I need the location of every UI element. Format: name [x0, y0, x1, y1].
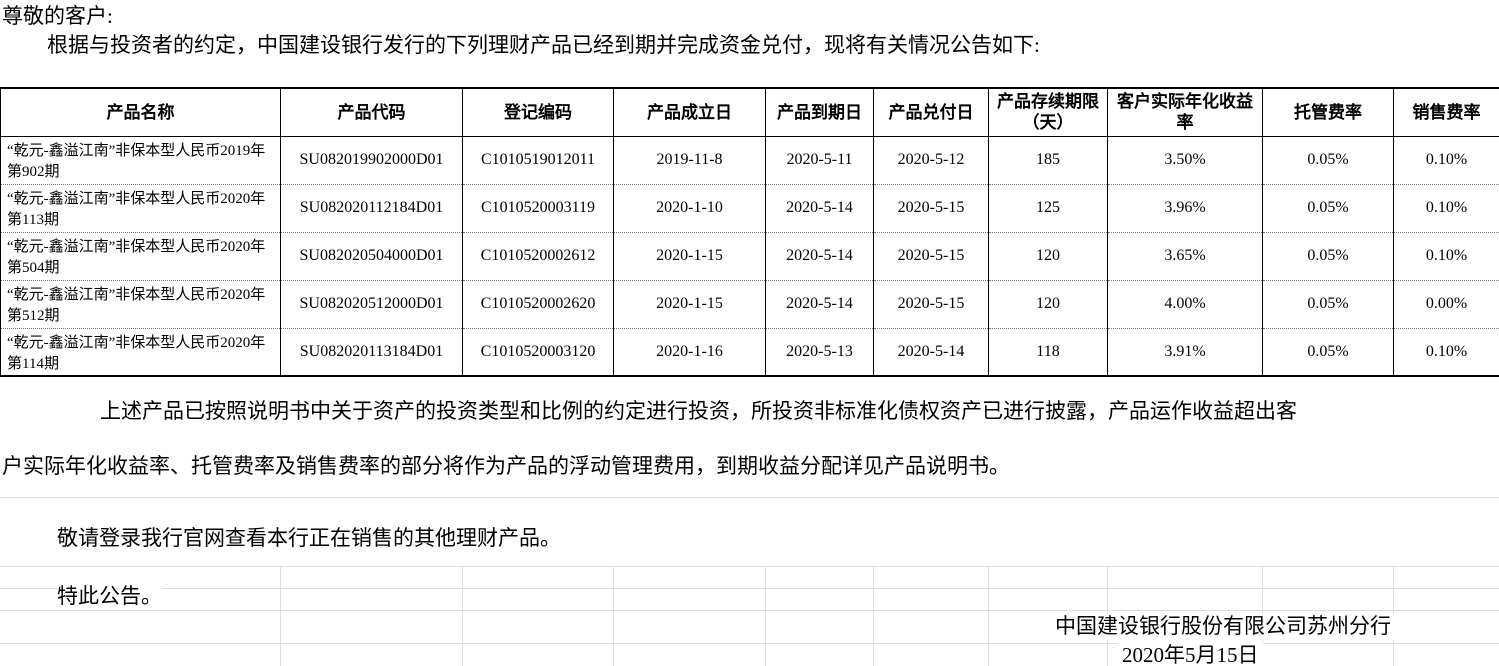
other-products-note: 敬请登录我行官网查看本行正在销售的其他理财产品。: [57, 525, 561, 551]
cell-custody-fee: 0.05%: [1262, 232, 1394, 281]
cell-annualized-yield: 3.65%: [1107, 232, 1263, 281]
cell-product-name: “乾元-鑫溢江南”非保本型人民币2020年第113期: [0, 184, 281, 233]
gridline-vertical: [280, 566, 281, 666]
cell-annualized-yield: 3.96%: [1107, 184, 1263, 233]
cell-payment-date: 2020-5-15: [873, 232, 989, 281]
table-row: “乾元-鑫溢江南”非保本型人民币2020年第504期 SU082020504000…: [0, 232, 1499, 281]
table-body: “乾元-鑫溢江南”非保本型人民币2019年第902期 SU082019902000…: [0, 136, 1499, 377]
cell-product-name: “乾元-鑫溢江南”非保本型人民币2020年第114期: [0, 328, 281, 377]
cell-registration-code: C1010520003119: [462, 184, 614, 233]
column-header-product-code: 产品代码: [280, 87, 463, 137]
cell-product-name: “乾元-鑫溢江南”非保本型人民币2020年第512期: [0, 280, 281, 329]
cell-maturity-date: 2020-5-13: [765, 328, 874, 377]
cell-maturity-date: 2020-5-11: [765, 136, 874, 185]
cell-registration-code: C1010519012011: [462, 136, 614, 185]
cell-product-code: SU082020112184D01: [280, 184, 463, 233]
column-header-sales-fee: 销售费率: [1393, 87, 1499, 137]
gridline-vertical: [462, 566, 463, 666]
gridline-vertical: [765, 566, 766, 666]
column-header-payment-date: 产品兑付日: [873, 87, 989, 137]
cell-maturity-date: 2020-5-14: [765, 232, 874, 281]
cell-registration-code: C1010520002620: [462, 280, 614, 329]
products-table: 产品名称 产品代码 登记编码 产品成立日 产品到期日 产品兑付日 产品存续期限（天） 客户实际…: [0, 87, 1499, 377]
gridline-horizontal: [0, 497, 1499, 498]
gridline-vertical: [613, 566, 614, 666]
cell-registration-code: C1010520002612: [462, 232, 614, 281]
cell-duration-days: 118: [988, 328, 1108, 377]
cell-product-code: SU082020113184D01: [280, 328, 463, 377]
cell-payment-date: 2020-5-12: [873, 136, 989, 185]
cell-product-code: SU082020504000D01: [280, 232, 463, 281]
cell-annualized-yield: 3.91%: [1107, 328, 1263, 377]
cell-product-code: SU082020512000D01: [280, 280, 463, 329]
cell-duration-days: 185: [988, 136, 1108, 185]
cell-product-name: “乾元-鑫溢江南”非保本型人民币2020年第504期: [0, 232, 281, 281]
cell-sales-fee: 0.10%: [1393, 328, 1499, 377]
cell-sales-fee: 0.00%: [1393, 280, 1499, 329]
column-header-established-date: 产品成立日: [613, 87, 766, 137]
greeting-line: 尊敬的客户:: [2, 3, 113, 29]
column-header-registration-code: 登记编码: [462, 87, 614, 137]
cell-annualized-yield: 4.00%: [1107, 280, 1263, 329]
cell-product-name: “乾元-鑫溢江南”非保本型人民币2019年第902期: [0, 136, 281, 185]
cell-established-date: 2020-1-10: [613, 184, 766, 233]
column-header-product-name: 产品名称: [0, 87, 281, 137]
cell-maturity-date: 2020-5-14: [765, 280, 874, 329]
gridline-horizontal: [0, 610, 1499, 611]
cell-sales-fee: 0.10%: [1393, 232, 1499, 281]
cell-registration-code: C1010520003120: [462, 328, 614, 377]
column-header-annualized-yield: 客户实际年化收益率: [1107, 87, 1263, 137]
cell-established-date: 2020-1-15: [613, 232, 766, 281]
cell-established-date: 2020-1-16: [613, 328, 766, 377]
cell-product-code: SU082019902000D01: [280, 136, 463, 185]
cell-sales-fee: 0.10%: [1393, 184, 1499, 233]
body-paragraph-line-1: 上述产品已按照说明书中关于资产的投资类型和比例的约定进行投资，所投资非标准化债权…: [100, 398, 1297, 424]
table-row: “乾元-鑫溢江南”非保本型人民币2020年第512期 SU082020512000…: [0, 280, 1499, 329]
cell-maturity-date: 2020-5-14: [765, 184, 874, 233]
issuer-signature: 中国建设银行股份有限公司苏州分行: [1051, 613, 1395, 640]
gridline-horizontal: [0, 588, 1499, 589]
column-header-maturity-date: 产品到期日: [765, 87, 874, 137]
cell-payment-date: 2020-5-15: [873, 280, 989, 329]
cell-established-date: 2019-11-8: [613, 136, 766, 185]
cell-payment-date: 2020-5-14: [873, 328, 989, 377]
table-row: “乾元-鑫溢江南”非保本型人民币2019年第902期 SU082019902000…: [0, 136, 1499, 185]
column-header-custody-fee: 托管费率: [1262, 87, 1394, 137]
gridline-horizontal: [0, 643, 1499, 644]
table-row: “乾元-鑫溢江南”非保本型人民币2020年第113期 SU082020112184…: [0, 184, 1499, 233]
cell-duration-days: 120: [988, 280, 1108, 329]
cell-sales-fee: 0.10%: [1393, 136, 1499, 185]
cell-custody-fee: 0.05%: [1262, 280, 1394, 329]
intro-line: 根据与投资者的约定，中国建设银行发行的下列理财产品已经到期并完成资金兑付，现将有…: [47, 32, 1040, 58]
cell-duration-days: 120: [988, 232, 1108, 281]
body-paragraph-line-2: 户实际年化收益率、托管费率及销售费率的部分将作为产品的浮动管理费用，到期收益分配…: [2, 453, 1010, 479]
gridline-vertical: [873, 566, 874, 666]
table-header-row: 产品名称 产品代码 登记编码 产品成立日 产品到期日 产品兑付日 产品存续期限（天） 客户实际…: [0, 87, 1499, 137]
cell-duration-days: 125: [988, 184, 1108, 233]
gridline-horizontal: [0, 566, 1499, 567]
cell-custody-fee: 0.05%: [1262, 136, 1394, 185]
table-row: “乾元-鑫溢江南”非保本型人民币2020年第114期 SU082020113184…: [0, 328, 1499, 377]
gridline-vertical: [988, 566, 989, 666]
closing-note: 特此公告。: [57, 583, 162, 609]
announcement-date: 2020年5月15日: [1118, 642, 1263, 666]
cell-custody-fee: 0.05%: [1262, 184, 1394, 233]
cell-custody-fee: 0.05%: [1262, 328, 1394, 377]
cell-annualized-yield: 3.50%: [1107, 136, 1263, 185]
cell-established-date: 2020-1-15: [613, 280, 766, 329]
column-header-duration-days: 产品存续期限（天）: [988, 87, 1108, 137]
cell-payment-date: 2020-5-15: [873, 184, 989, 233]
